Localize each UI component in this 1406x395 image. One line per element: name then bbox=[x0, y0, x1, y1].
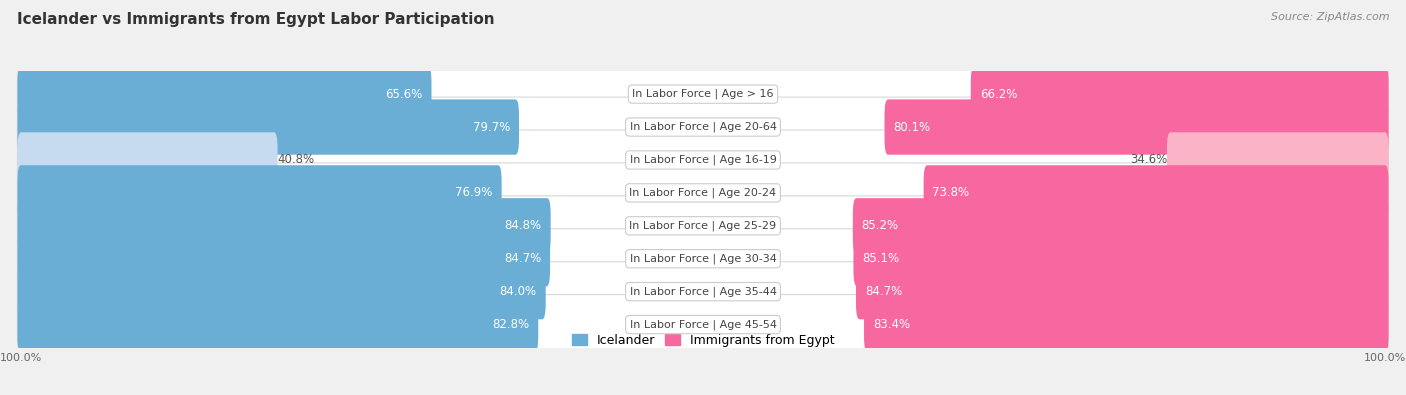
Text: 83.4%: 83.4% bbox=[873, 318, 910, 331]
Text: In Labor Force | Age 20-24: In Labor Force | Age 20-24 bbox=[630, 188, 776, 198]
FancyBboxPatch shape bbox=[1167, 132, 1389, 188]
Text: 79.7%: 79.7% bbox=[472, 120, 510, 134]
Text: 76.9%: 76.9% bbox=[456, 186, 492, 199]
Text: 73.8%: 73.8% bbox=[932, 186, 970, 199]
FancyBboxPatch shape bbox=[17, 196, 1389, 256]
FancyBboxPatch shape bbox=[17, 100, 519, 155]
Text: 65.6%: 65.6% bbox=[385, 88, 423, 101]
Text: In Labor Force | Age 16-19: In Labor Force | Age 16-19 bbox=[630, 155, 776, 165]
Text: 85.1%: 85.1% bbox=[862, 252, 900, 265]
FancyBboxPatch shape bbox=[17, 163, 1389, 223]
Text: 40.8%: 40.8% bbox=[277, 154, 315, 166]
Text: 84.7%: 84.7% bbox=[503, 252, 541, 265]
FancyBboxPatch shape bbox=[17, 132, 277, 188]
Text: In Labor Force | Age 35-44: In Labor Force | Age 35-44 bbox=[630, 286, 776, 297]
FancyBboxPatch shape bbox=[856, 264, 1389, 319]
FancyBboxPatch shape bbox=[17, 295, 1389, 355]
Text: Icelander vs Immigrants from Egypt Labor Participation: Icelander vs Immigrants from Egypt Labor… bbox=[17, 12, 495, 27]
Text: Source: ZipAtlas.com: Source: ZipAtlas.com bbox=[1271, 12, 1389, 22]
Text: 80.1%: 80.1% bbox=[893, 120, 931, 134]
FancyBboxPatch shape bbox=[17, 165, 502, 220]
FancyBboxPatch shape bbox=[865, 297, 1389, 352]
Text: 34.6%: 34.6% bbox=[1129, 154, 1167, 166]
Text: In Labor Force | Age 30-34: In Labor Force | Age 30-34 bbox=[630, 254, 776, 264]
FancyBboxPatch shape bbox=[17, 97, 1389, 157]
Text: In Labor Force | Age 20-64: In Labor Force | Age 20-64 bbox=[630, 122, 776, 132]
FancyBboxPatch shape bbox=[853, 198, 1389, 254]
Text: 66.2%: 66.2% bbox=[980, 88, 1017, 101]
Text: 84.8%: 84.8% bbox=[505, 219, 541, 232]
FancyBboxPatch shape bbox=[970, 66, 1389, 122]
Text: 85.2%: 85.2% bbox=[862, 219, 898, 232]
FancyBboxPatch shape bbox=[17, 130, 1389, 190]
Text: 84.7%: 84.7% bbox=[865, 285, 903, 298]
Text: 84.0%: 84.0% bbox=[499, 285, 537, 298]
FancyBboxPatch shape bbox=[17, 66, 432, 122]
Text: In Labor Force | Age 45-54: In Labor Force | Age 45-54 bbox=[630, 319, 776, 330]
FancyBboxPatch shape bbox=[17, 264, 546, 319]
Text: In Labor Force | Age 25-29: In Labor Force | Age 25-29 bbox=[630, 220, 776, 231]
FancyBboxPatch shape bbox=[17, 64, 1389, 124]
Legend: Icelander, Immigrants from Egypt: Icelander, Immigrants from Egypt bbox=[571, 334, 835, 347]
FancyBboxPatch shape bbox=[17, 229, 1389, 289]
Text: In Labor Force | Age > 16: In Labor Force | Age > 16 bbox=[633, 89, 773, 100]
FancyBboxPatch shape bbox=[17, 261, 1389, 322]
FancyBboxPatch shape bbox=[924, 165, 1389, 220]
FancyBboxPatch shape bbox=[17, 231, 550, 286]
FancyBboxPatch shape bbox=[17, 198, 551, 254]
FancyBboxPatch shape bbox=[853, 231, 1389, 286]
FancyBboxPatch shape bbox=[17, 297, 538, 352]
Text: 82.8%: 82.8% bbox=[492, 318, 530, 331]
FancyBboxPatch shape bbox=[884, 100, 1389, 155]
